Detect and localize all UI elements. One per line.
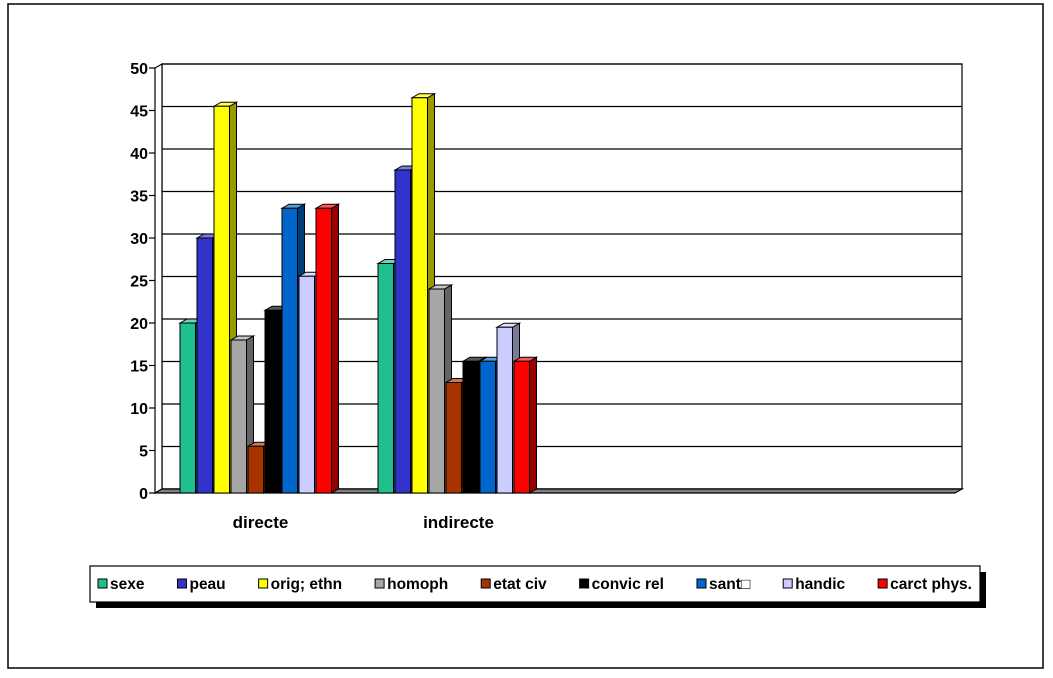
y-tick-label: 45 <box>130 104 148 121</box>
y-tick-label: 10 <box>130 401 148 418</box>
legend-label: peau <box>189 576 225 593</box>
y-tick-label: 15 <box>130 359 148 376</box>
y-tick-label: 0 <box>139 486 148 503</box>
legend-label: convic rel <box>592 576 664 593</box>
bar-indirecte-8 <box>512 356 539 494</box>
legend-swatch <box>176 578 187 589</box>
legend-swatch <box>258 578 269 589</box>
plot-floor <box>152 488 965 494</box>
legend-swatch <box>579 578 590 589</box>
legend-box <box>89 565 981 603</box>
legend-label: orig; ethn <box>271 576 342 593</box>
legend-label: carct phys. <box>890 576 972 593</box>
legend-swatch <box>696 578 707 589</box>
legend-label: etat civ <box>493 576 547 593</box>
legend-item: handic <box>782 576 846 593</box>
bar-directe-8 <box>314 203 341 494</box>
y-tick-label: 30 <box>130 231 148 248</box>
legend-label: handic <box>795 576 845 593</box>
bars <box>178 92 539 494</box>
y-tick-label: 35 <box>130 189 148 206</box>
legend-swatch <box>877 578 888 589</box>
legend-item: orig; ethn <box>258 576 342 593</box>
legend-item: convic rel <box>579 576 664 593</box>
legend-swatch <box>782 578 793 589</box>
y-tick-label: 25 <box>130 274 148 291</box>
legend-label: sant□ <box>709 576 751 593</box>
y-tick-label: 20 <box>130 316 148 333</box>
legend-swatch <box>480 578 491 589</box>
legend-item: peau <box>176 576 226 593</box>
legend-swatch <box>374 578 385 589</box>
y-tick-label: 5 <box>139 444 148 461</box>
legend: sexe peau orig; ethn homoph etat civ convic r… <box>89 565 986 608</box>
legend-label: sexe <box>110 576 145 593</box>
plot-side-wall <box>154 62 163 495</box>
y-tick-label: 40 <box>130 146 148 163</box>
legend-item: etat civ <box>480 576 547 593</box>
legend-item: sant□ <box>696 576 751 593</box>
legend-item: carct phys. <box>877 576 972 593</box>
y-tick-label: 50 <box>130 61 148 78</box>
legend-item: homoph <box>374 576 448 593</box>
category-label: indirecte <box>423 513 494 532</box>
legend-item: sexe <box>97 576 145 593</box>
legend-swatch <box>97 578 108 589</box>
axis-labels: 0 5 10 15 20 25 30 35 40 45 50 directe indirecte <box>130 61 494 532</box>
legend-label: homoph <box>387 576 448 593</box>
category-label: directe <box>233 513 289 532</box>
